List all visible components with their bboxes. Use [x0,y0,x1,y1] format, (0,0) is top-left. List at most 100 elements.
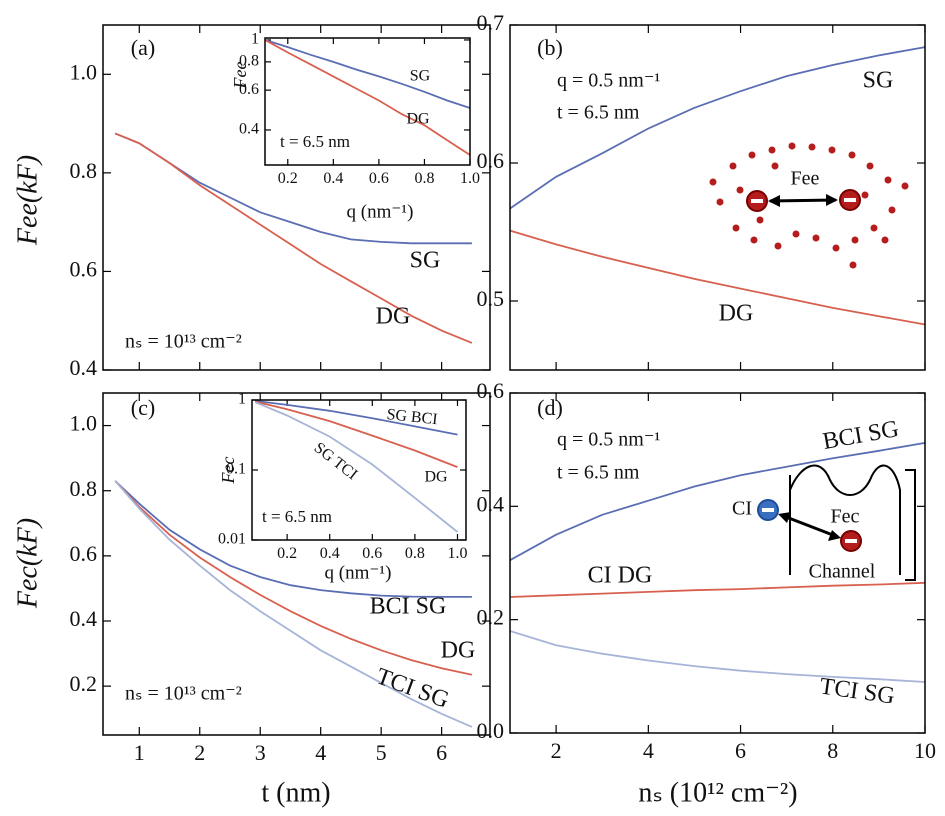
y-tick-label: 0.6 [239,81,259,98]
y-tick-label: 1.0 [70,411,98,436]
x-axis-label: nₛ (10¹² cm⁻²) [638,777,797,808]
x-axis-label: t (nm) [261,777,330,808]
annotation: nₛ = 10¹³ cm⁻² [125,683,242,705]
y-axis-label: Fec [218,457,238,485]
x-tick-label: 4 [315,740,326,765]
frame [509,24,926,371]
y-tick-label: 0.0 [477,718,505,743]
series-label: SG [410,68,431,85]
x-tick-label: 0.6 [362,545,382,562]
panel-label: (c) [131,395,155,420]
y-tick-label: 0.4 [477,491,505,516]
x-tick-label: 0.6 [369,170,389,187]
x-tick-label: 6 [436,740,447,765]
panel-label: (b) [537,35,563,60]
line [264,39,471,156]
y-tick-label: 0.8 [70,476,98,501]
y-tick-label: 0.6 [70,256,98,281]
diagram-d [757,464,916,581]
line [114,480,472,598]
x-tick-label: 0.2 [277,545,297,562]
x-tick-label: 0.8 [414,170,434,187]
x-axis-label: q (nm⁻¹) [347,201,414,222]
series-label: SG [410,248,441,274]
series-label: DG [424,469,448,486]
annotation: t = 6.5 nm [262,507,332,526]
series-label: SG BCI [386,406,439,428]
annotation: q = 0.5 nm⁻¹ [557,429,660,451]
series-label: DG [406,111,430,128]
line [114,132,473,344]
series-label: DG [441,638,476,664]
line [254,401,459,533]
y-tick-label: 1 [251,31,259,48]
x-tick-label: 10 [914,738,936,763]
x-tick-label: 6 [735,738,746,763]
x-tick-label: 1.0 [460,170,480,187]
series-label: TCI SG [373,663,453,713]
x-tick-label: 1.0 [447,545,467,562]
y-tick-label: 0.6 [477,148,505,173]
line [255,400,458,436]
inset-background [252,400,466,540]
y-tick-label: 1 [238,391,246,408]
x-tick-label: 0.4 [323,170,343,187]
y-tick-label: 0.8 [239,53,259,70]
x-tick-label: 1 [134,740,145,765]
line [509,630,926,683]
x-tick-label: 4 [643,738,654,763]
line [509,46,926,210]
line [509,581,926,598]
y-tick-label: 0.6 [477,378,505,403]
y-axis-label: Fee [230,62,250,90]
frame [251,399,467,541]
panel: 0.5 0.6 0.7 SG DG (b) q = 0.5 nm⁻¹ t = 6.5 nm Fe… [477,10,926,371]
x-tick-label: 5 [376,740,387,765]
y-tick-label: 0.4 [239,121,259,138]
annotation: t = 6.5 nm [557,102,640,124]
y-tick-label: 0.4 [70,606,98,631]
y-tick-label: 0.4 [70,355,98,380]
y-tick-label: 0.5 [477,286,505,311]
series-label: CI DG [588,563,653,589]
line [509,229,926,326]
x-tick-label: 3 [255,740,266,765]
frame [102,24,491,371]
series-label: DG [719,301,754,327]
annotation: Fee [791,168,820,190]
y-tick-label: 0.7 [477,10,505,35]
line [114,480,473,676]
annotation: t = 6.5 nm [280,132,350,151]
annotation: nₛ = 10¹³ cm⁻² [125,331,242,353]
line [264,39,471,109]
x-tick-label: 2 [551,738,562,763]
x-tick-label: 2 [194,740,205,765]
line [509,442,926,561]
annotation: CI [732,498,752,520]
panel: 0.2 0.4 0.6 0.8 1.0 0.4 0.6 0.8 1 SG DG Fee q (nm⁻¹)… [230,31,480,223]
y-tick-label: 0.2 [70,671,98,696]
diagram-b [709,142,909,269]
y-tick-label: 1.0 [70,59,98,84]
x-axis-label: q (nm⁻¹) [325,562,392,583]
y-tick-label: 0.6 [70,541,98,566]
y-axis-label: Fec(kF) [12,518,43,609]
annotation: Channel [809,561,876,583]
annotation: t = 6.5 nm [557,462,640,484]
x-tick-label: 8 [827,738,838,763]
annotation: q = 0.5 nm⁻¹ [557,70,660,92]
frame [102,392,491,736]
y-tick-label: 0.8 [70,158,98,183]
panel-label: (a) [131,35,155,60]
y-tick-label: 0.2 [477,605,505,630]
line [254,400,458,468]
panel: 0.4 0.6 0.8 1.0 SG DG (a) Fee(kF) nₛ = 10¹³ cm⁻² [12,24,491,380]
y-tick-label: 0.01 [218,531,246,548]
line [114,480,473,728]
panel-label: (d) [537,395,563,420]
y-tick-label: 0.1 [226,461,246,478]
x-tick-label: 0.8 [405,545,425,562]
y-axis-label: Fee(kF) [12,155,43,246]
